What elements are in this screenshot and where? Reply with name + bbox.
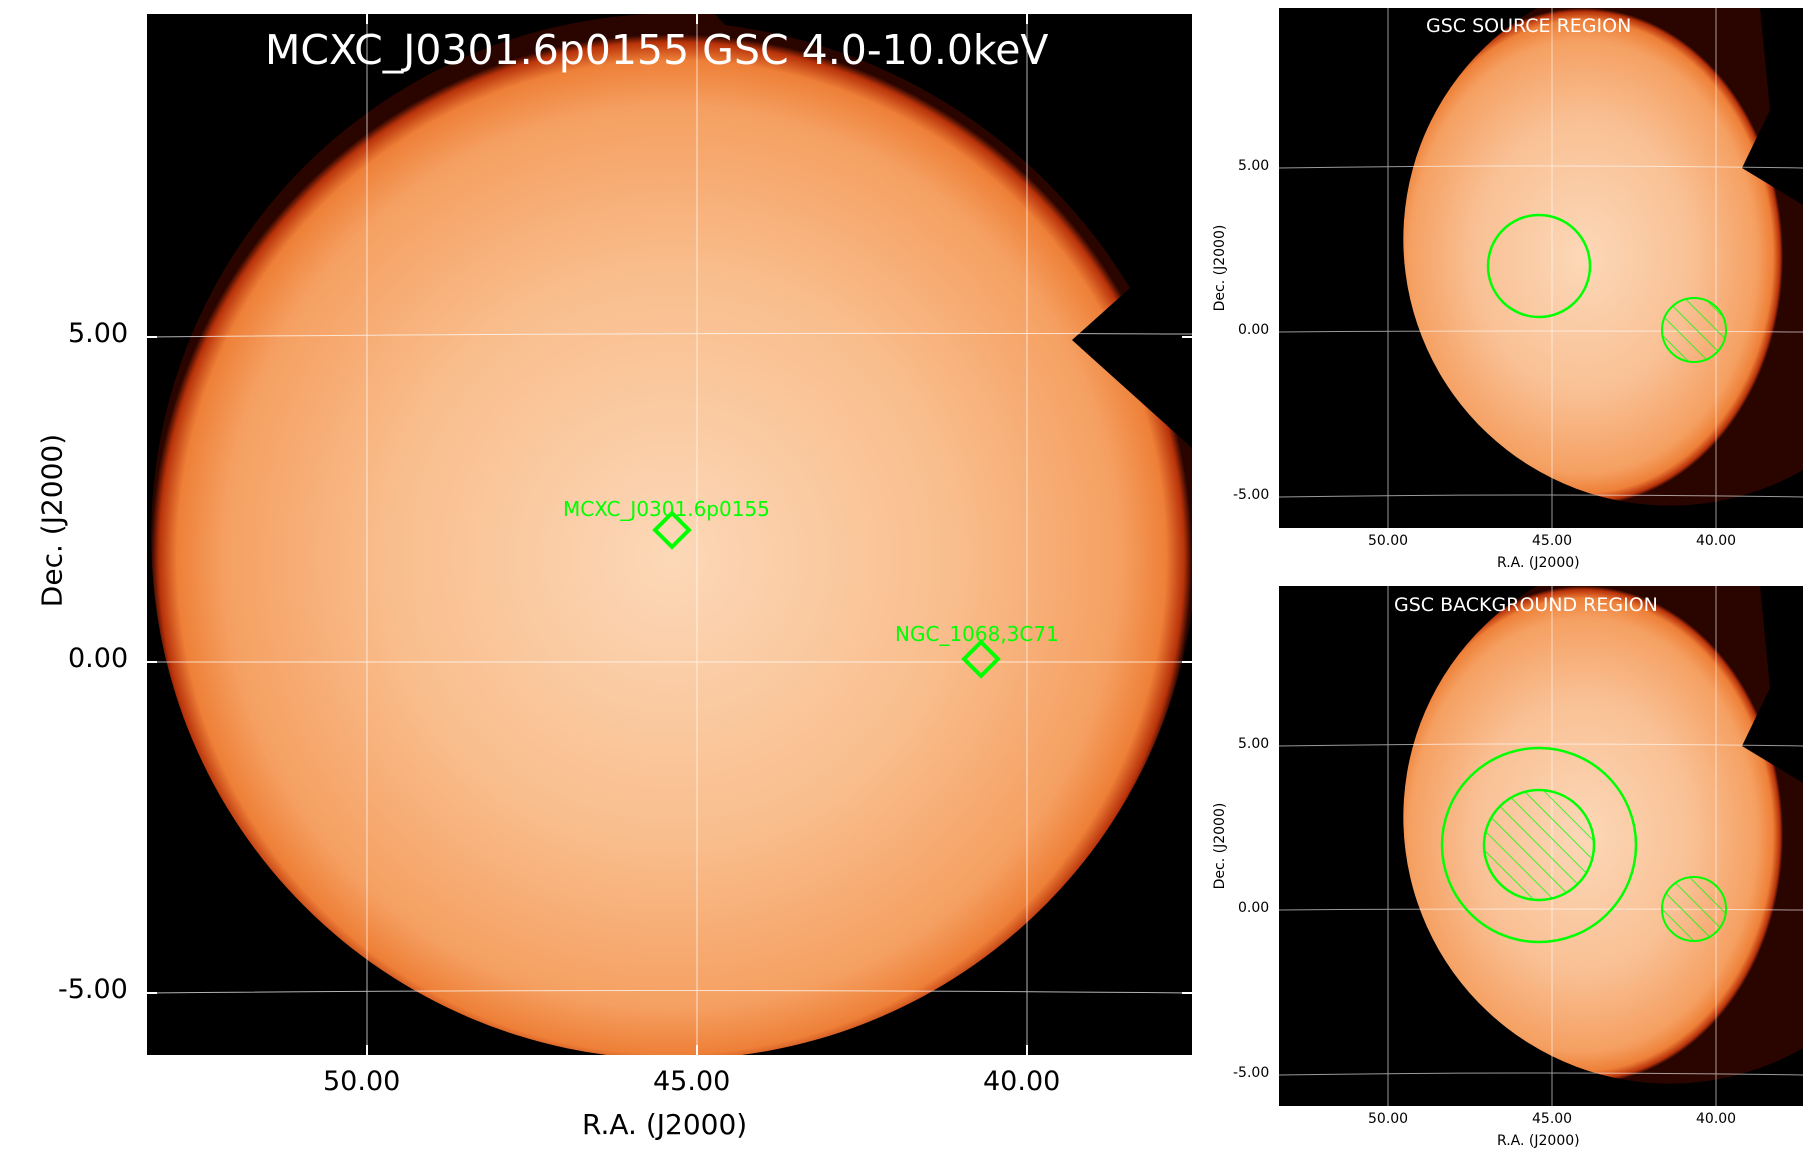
source-marker: [652, 510, 692, 550]
source-panel-grid: [1279, 8, 1803, 528]
y-tick-label: -5.00: [1233, 487, 1270, 503]
background-panel-exposure-map: [1403, 586, 1803, 1084]
main-title: MCXC_J0301.6p0155 GSC 4.0-10.0keV: [265, 26, 1049, 74]
source-label: NGC_1068,3C71: [895, 622, 1059, 646]
background-annulus-inner-excluded: [1482, 788, 1596, 902]
source-region-circle: [1486, 213, 1592, 319]
y-tick-label: -5.00: [58, 974, 128, 1005]
x-tick-label: 45.00: [653, 1066, 731, 1097]
source-panel-exposure-map: [1403, 8, 1803, 506]
y-tick-label: 5.00: [1238, 158, 1270, 174]
main-ticks: [147, 14, 1192, 1055]
excluded-source-circle: [1661, 297, 1727, 363]
x-tick-label: 45.00: [1532, 1111, 1573, 1127]
y-tick-label: 0.00: [68, 643, 129, 674]
x-tick-label: 50.00: [323, 1066, 401, 1097]
x-tick-label: 40.00: [1696, 1111, 1737, 1127]
background-annulus-outer: [1440, 746, 1638, 944]
y-tick-label: -5.00: [1233, 1065, 1270, 1081]
y-tick-label: 0.00: [1238, 322, 1270, 338]
x-tick-label: 40.00: [1696, 533, 1737, 549]
y-axis-label: Dec. (J2000): [35, 433, 69, 608]
background-panel-title: GSC BACKGROUND REGION: [1394, 594, 1658, 616]
source-marker: [961, 639, 1001, 679]
background-panel-grid: [1279, 586, 1803, 1106]
x-tick-label: 40.00: [983, 1066, 1061, 1097]
excluded-source-circle: [1661, 876, 1727, 942]
x-tick-label: 45.00: [1532, 533, 1573, 549]
x-tick-label: 50.00: [1368, 533, 1409, 549]
y-tick-label: 0.00: [1238, 900, 1270, 916]
source-panel-title: GSC SOURCE REGION: [1426, 15, 1632, 37]
x-axis-label: R.A. (J2000): [1497, 555, 1580, 571]
y-axis-label: Dec. (J2000): [1212, 802, 1228, 890]
y-axis-label: Dec. (J2000): [1212, 224, 1228, 312]
source-label: MCXC_J0301.6p0155: [563, 497, 770, 521]
main-exposure-map: [151, 14, 1192, 1055]
x-tick-label: 50.00: [1368, 1111, 1409, 1127]
y-tick-label: 5.00: [1238, 736, 1270, 752]
y-tick-label: 5.00: [68, 318, 129, 349]
x-axis-label: R.A. (J2000): [582, 1108, 748, 1141]
x-axis-label: R.A. (J2000): [1497, 1133, 1580, 1149]
